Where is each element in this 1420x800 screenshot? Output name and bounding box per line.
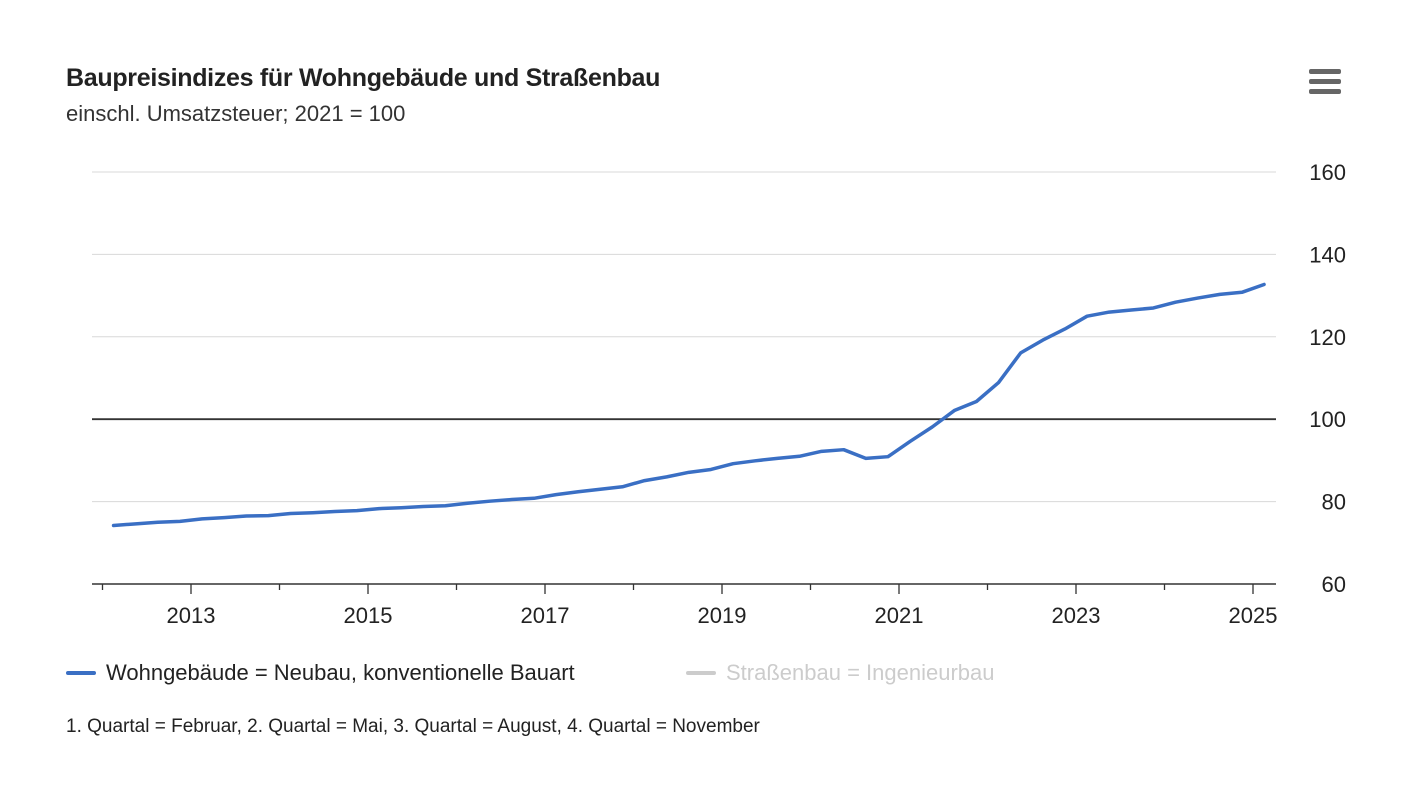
y-tick-label: 80 [1322, 490, 1346, 515]
x-tick-label: 2019 [698, 603, 747, 628]
x-tick-label: 2023 [1052, 603, 1101, 628]
footnote: 1. Quartal = Februar, 2. Quartal = Mai, … [66, 716, 760, 737]
x-tick-label: 2013 [167, 603, 216, 628]
legend-swatch [686, 671, 716, 675]
legend-label: Wohngebäude = Neubau, konventionelle Bau… [106, 660, 575, 685]
y-tick-label: 100 [1309, 407, 1346, 432]
x-tick-label: 2017 [521, 603, 570, 628]
legend-item-strassenbau[interactable]: Straßenbau = Ingenieurbau [686, 660, 994, 686]
chart-container [48, 50, 1368, 740]
y-tick-label: 160 [1309, 160, 1346, 185]
y-tick-label: 140 [1309, 242, 1346, 267]
chart-subtitle: einschl. Umsatzsteuer; 2021 = 100 [66, 101, 406, 126]
y-tick-label: 120 [1309, 325, 1346, 350]
y-tick-label: 60 [1322, 572, 1346, 597]
series-line-wohngebaeude [111, 282, 1266, 528]
chart-title: Baupreisindizes für Wohngebäude und Stra… [66, 64, 661, 92]
legend-label: Straßenbau = Ingenieurbau [726, 660, 995, 685]
x-tick-label: 2025 [1229, 603, 1278, 628]
legend-item-wohngebaeude[interactable]: Wohngebäude = Neubau, konventionelle Bau… [66, 660, 575, 686]
x-tick-label: 2021 [875, 603, 924, 628]
x-tick-label: 2015 [344, 603, 393, 628]
legend-swatch [66, 671, 96, 675]
hamburger-menu-icon[interactable] [1309, 69, 1341, 95]
